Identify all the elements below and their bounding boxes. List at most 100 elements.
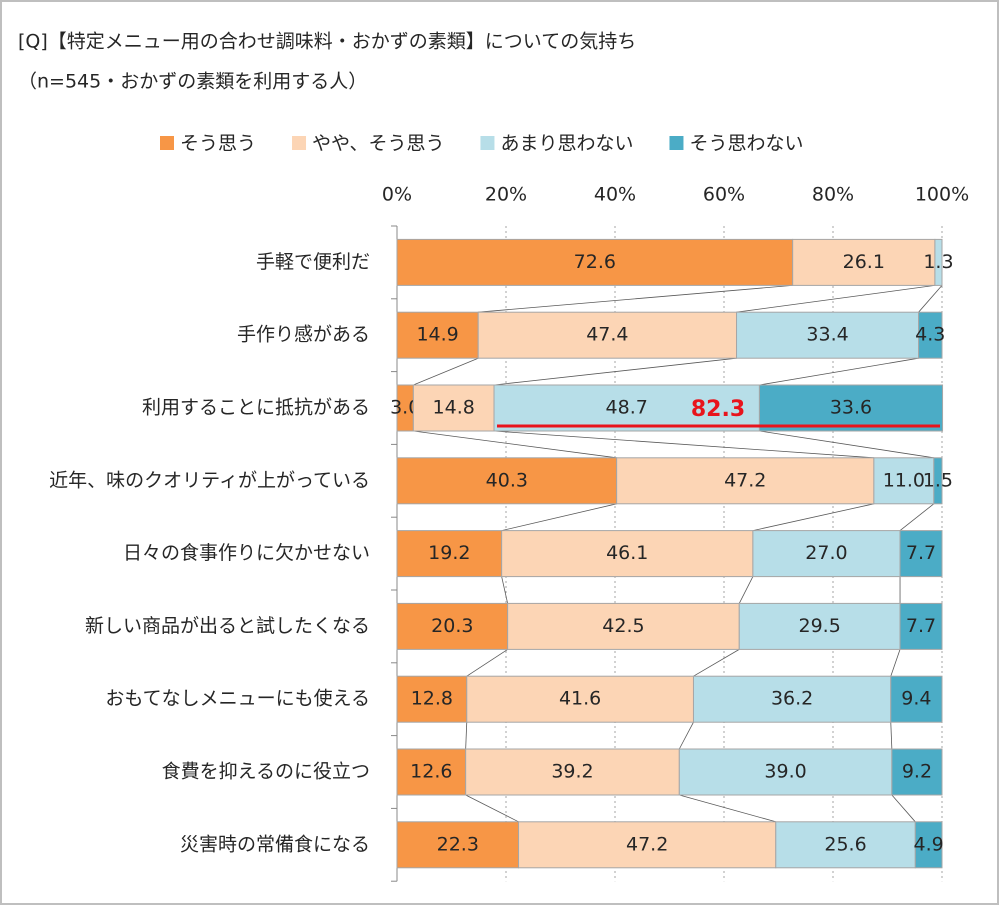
bar-segment bbox=[396, 748, 467, 796]
bar-segment bbox=[396, 457, 618, 505]
data-label: 47.4 bbox=[586, 324, 628, 346]
data-label: 27.0 bbox=[805, 542, 847, 564]
legend-swatch bbox=[480, 136, 495, 150]
bar-segment bbox=[914, 821, 943, 869]
data-label: 39.0 bbox=[764, 761, 806, 783]
series-line bbox=[736, 285, 935, 313]
data-label: 4.3 bbox=[915, 324, 945, 346]
bar-segment bbox=[678, 748, 893, 796]
bar-segment bbox=[752, 530, 901, 578]
x-tick-label: 0% bbox=[382, 184, 412, 206]
x-tick-label: 100% bbox=[915, 184, 969, 206]
series-line bbox=[759, 357, 919, 386]
data-label: 7.7 bbox=[906, 615, 936, 637]
data-label: 19.2 bbox=[428, 542, 470, 564]
bar-segment bbox=[736, 311, 920, 359]
data-label: 14.8 bbox=[433, 397, 475, 419]
series-line bbox=[890, 649, 901, 677]
bar-segment bbox=[412, 384, 495, 432]
bar-segment bbox=[396, 675, 468, 723]
data-label: 7.7 bbox=[906, 542, 936, 564]
data-label: 22.3 bbox=[437, 833, 479, 855]
chart-subtitle: （n=545・おかずの素類を利用する人） bbox=[18, 71, 367, 93]
legend-swatch bbox=[669, 136, 684, 150]
y-tick-label: 食費を抑えるのに役立つ bbox=[162, 761, 370, 783]
bar-segment bbox=[501, 530, 754, 578]
bar-segment bbox=[396, 238, 794, 286]
bar-segment bbox=[792, 238, 936, 286]
bar-segment bbox=[918, 311, 943, 359]
series-line bbox=[693, 649, 740, 677]
series-line bbox=[501, 576, 509, 604]
series-line bbox=[918, 285, 943, 313]
legend-label: あまり思わない bbox=[500, 133, 633, 155]
data-label: 12.8 bbox=[411, 688, 453, 710]
data-label: 46.1 bbox=[606, 542, 648, 564]
series-line bbox=[891, 794, 916, 823]
data-label: 1.5 bbox=[923, 469, 953, 491]
series-line bbox=[890, 722, 893, 750]
data-label: 47.2 bbox=[724, 469, 766, 491]
data-label: 20.3 bbox=[431, 615, 473, 637]
data-label: 26.1 bbox=[843, 251, 885, 273]
data-label: 40.3 bbox=[486, 469, 528, 491]
data-label: 1.3 bbox=[923, 251, 953, 273]
data-label: 9.2 bbox=[902, 761, 932, 783]
y-tick-label: 利用することに抵抗がある bbox=[142, 397, 370, 419]
series-line bbox=[738, 576, 754, 604]
bar-segment bbox=[396, 530, 503, 578]
y-tick-label: 災害時の常備食になる bbox=[180, 833, 370, 855]
y-tick-label: おもてなしメニューにも使える bbox=[105, 688, 370, 710]
y-tick-label: 新しい商品が出ると試したくなる bbox=[85, 615, 370, 637]
plot: 0% 20% 40% 60% 80% 100% そう思う やや、そう思う あまり思わない そう思わ… bbox=[49, 133, 969, 882]
series-line bbox=[478, 285, 793, 313]
bar-segment bbox=[477, 311, 738, 359]
x-tick-label: 40% bbox=[594, 184, 636, 206]
data-label: 41.6 bbox=[559, 688, 601, 710]
data-label: 47.2 bbox=[626, 833, 668, 855]
data-label: 72.6 bbox=[574, 251, 616, 273]
x-tick-label: 60% bbox=[703, 184, 745, 206]
bar-segment bbox=[934, 238, 943, 286]
bar-segment bbox=[890, 675, 943, 723]
data-label: 33.4 bbox=[806, 324, 848, 346]
series-line bbox=[679, 794, 776, 823]
y-tick-label: 手作り感がある bbox=[237, 324, 370, 346]
data-label: 11.0 bbox=[883, 469, 925, 491]
series-line bbox=[759, 430, 934, 459]
data-label: 48.7 bbox=[606, 397, 648, 419]
series-line bbox=[465, 722, 468, 750]
bar-segment bbox=[466, 675, 694, 723]
x-tick-label: 20% bbox=[485, 184, 527, 206]
y-tick-label: 日々の食事作りに欠かせない bbox=[123, 542, 370, 564]
bar-segment bbox=[518, 821, 777, 869]
bar-segment bbox=[899, 530, 943, 578]
bar-segment bbox=[891, 748, 943, 796]
series-line bbox=[899, 503, 935, 531]
data-label: 4.9 bbox=[914, 833, 944, 855]
bar-segment bbox=[758, 384, 944, 432]
legend-label: やや、そう思う bbox=[312, 133, 444, 155]
data-label: 25.6 bbox=[824, 833, 866, 855]
bar-segment bbox=[493, 384, 760, 432]
data-label: 3.0 bbox=[390, 397, 420, 419]
data-label: 12.6 bbox=[410, 761, 452, 783]
chart-title: [Q]【特定メニュー用の合わせ調味料・おかずの素類】についての気持ち bbox=[18, 31, 636, 53]
data-label: 33.6 bbox=[830, 397, 872, 419]
data-label: 42.5 bbox=[602, 615, 644, 637]
series-line bbox=[413, 430, 617, 459]
legend-label: そう思わない bbox=[689, 133, 803, 155]
legend-swatch bbox=[160, 136, 174, 150]
series-line bbox=[465, 794, 519, 823]
data-label: 36.2 bbox=[771, 688, 813, 710]
bar-segment bbox=[933, 457, 943, 505]
x-tick-label: 80% bbox=[812, 184, 854, 206]
data-label: 14.9 bbox=[416, 324, 458, 346]
series-line bbox=[493, 430, 874, 459]
annotation: 82.3 bbox=[691, 397, 745, 422]
series-line bbox=[752, 503, 874, 531]
bar-segment bbox=[692, 675, 892, 723]
bar-segment bbox=[899, 602, 943, 650]
series-line bbox=[493, 357, 737, 386]
